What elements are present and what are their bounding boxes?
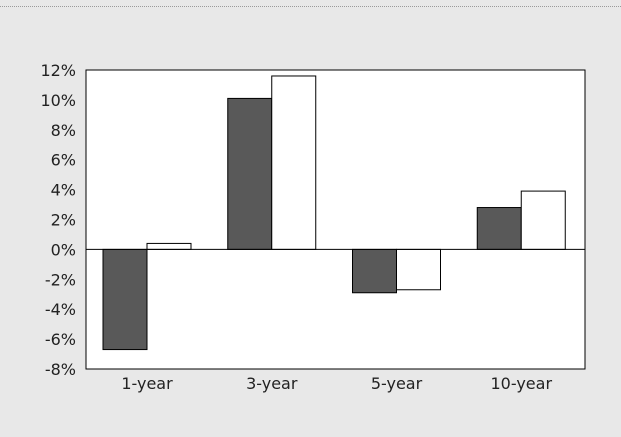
x-tick-label: 10-year — [490, 374, 552, 393]
y-tick-label: -8% — [45, 360, 76, 379]
bar-10-year-series-2 — [520, 190, 566, 250]
y-tick-label: 2% — [51, 211, 76, 230]
bar-1-year-series-1 — [102, 248, 148, 351]
y-tick-label: -6% — [45, 330, 76, 349]
bar-10-year-series-1 — [476, 207, 522, 250]
x-tick-label: 1-year — [121, 374, 173, 393]
y-tick-label: 0% — [51, 240, 76, 259]
x-tick-label: 5-year — [371, 374, 423, 393]
y-tick-label: -4% — [45, 300, 76, 319]
top-dotted-rule — [0, 6, 621, 7]
y-tick-label: 10% — [40, 91, 76, 110]
bar-5-year-series-1 — [352, 248, 397, 294]
x-tick-label: 3-year — [246, 374, 298, 393]
bar-5-year-series-2 — [396, 248, 441, 291]
bar-1-year-series-2 — [146, 242, 192, 250]
x-axis-tick-labels: 1-year 3-year 5-year 10-year — [121, 374, 552, 393]
y-tick-label: 4% — [51, 181, 76, 200]
y-axis-tick-labels: 12% 10% 8% 6% 4% 2% 0% -2% -4% -6% -8% — [40, 61, 76, 379]
bar-3-year-series-1 — [227, 97, 273, 250]
y-tick-label: 8% — [51, 121, 76, 140]
bar-3-year-series-2 — [271, 75, 317, 250]
bars-group — [102, 75, 566, 351]
y-tick-label: 6% — [51, 151, 76, 170]
y-tick-label: -2% — [45, 270, 76, 289]
y-tick-label: 12% — [40, 61, 76, 80]
